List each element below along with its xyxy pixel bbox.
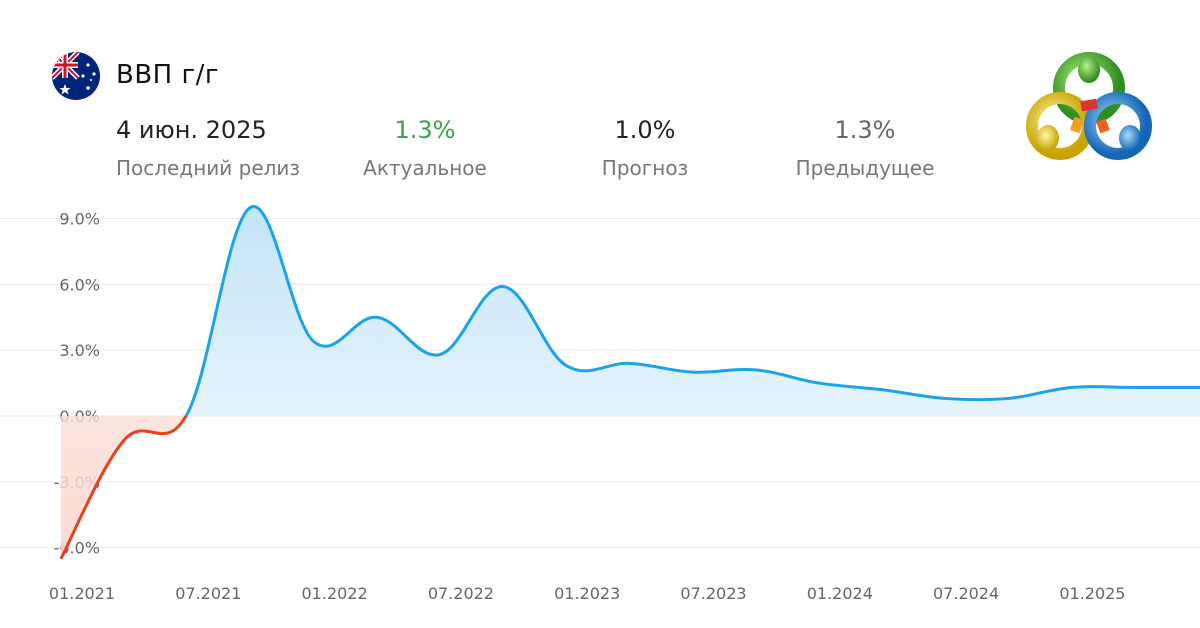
- x-tick-label: 07.2022: [428, 584, 494, 603]
- x-tick-label: 07.2023: [680, 584, 746, 603]
- stat-last-release: 4 июн. 2025 Последний релиз: [116, 114, 300, 180]
- x-tick-label: 01.2023: [554, 584, 620, 603]
- series-lines: [59, 205, 1200, 560]
- stat-forecast: 1.0% Прогноз: [560, 114, 730, 180]
- x-tick-label: 07.2024: [933, 584, 999, 603]
- x-tick-label: 01.2024: [807, 584, 873, 603]
- australia-flag-icon: [52, 52, 100, 100]
- x-tick-label: 01.2022: [302, 584, 368, 603]
- release-date: 4 июн. 2025: [116, 116, 267, 144]
- stat-actual: 1.3% Актуальное: [330, 114, 520, 180]
- x-axis: 01.2021 07.2021 01.2022 07.2022 01.2023 07.20…: [49, 584, 1126, 603]
- actual-value: 1.3%: [394, 116, 456, 144]
- series-line-positive: [184, 205, 1200, 416]
- forecast-value: 1.0%: [614, 116, 676, 144]
- actual-label: Актуальное: [363, 156, 487, 180]
- previous-label: Предыдущее: [795, 156, 935, 180]
- positive-area: [60, 206, 1200, 416]
- y-tick-label: -6.0%: [54, 539, 100, 558]
- x-tick-label: 01.2025: [1059, 584, 1125, 603]
- previous-value: 1.3%: [834, 116, 896, 144]
- stat-previous: 1.3% Предыдущее: [770, 114, 960, 180]
- y-tick-label: 3.0%: [59, 341, 100, 360]
- area-fills: [60, 206, 1200, 559]
- metatrader-logo-icon: [1026, 52, 1152, 160]
- y-tick-label: 9.0%: [59, 209, 100, 228]
- x-tick-label: 01.2021: [49, 584, 115, 603]
- release-label: Последний релиз: [116, 156, 301, 180]
- page-title: ВВП г/г: [116, 60, 220, 90]
- x-tick-label: 07.2021: [175, 584, 241, 603]
- y-tick-label: 6.0%: [59, 275, 100, 294]
- forecast-label: Прогноз: [601, 156, 689, 180]
